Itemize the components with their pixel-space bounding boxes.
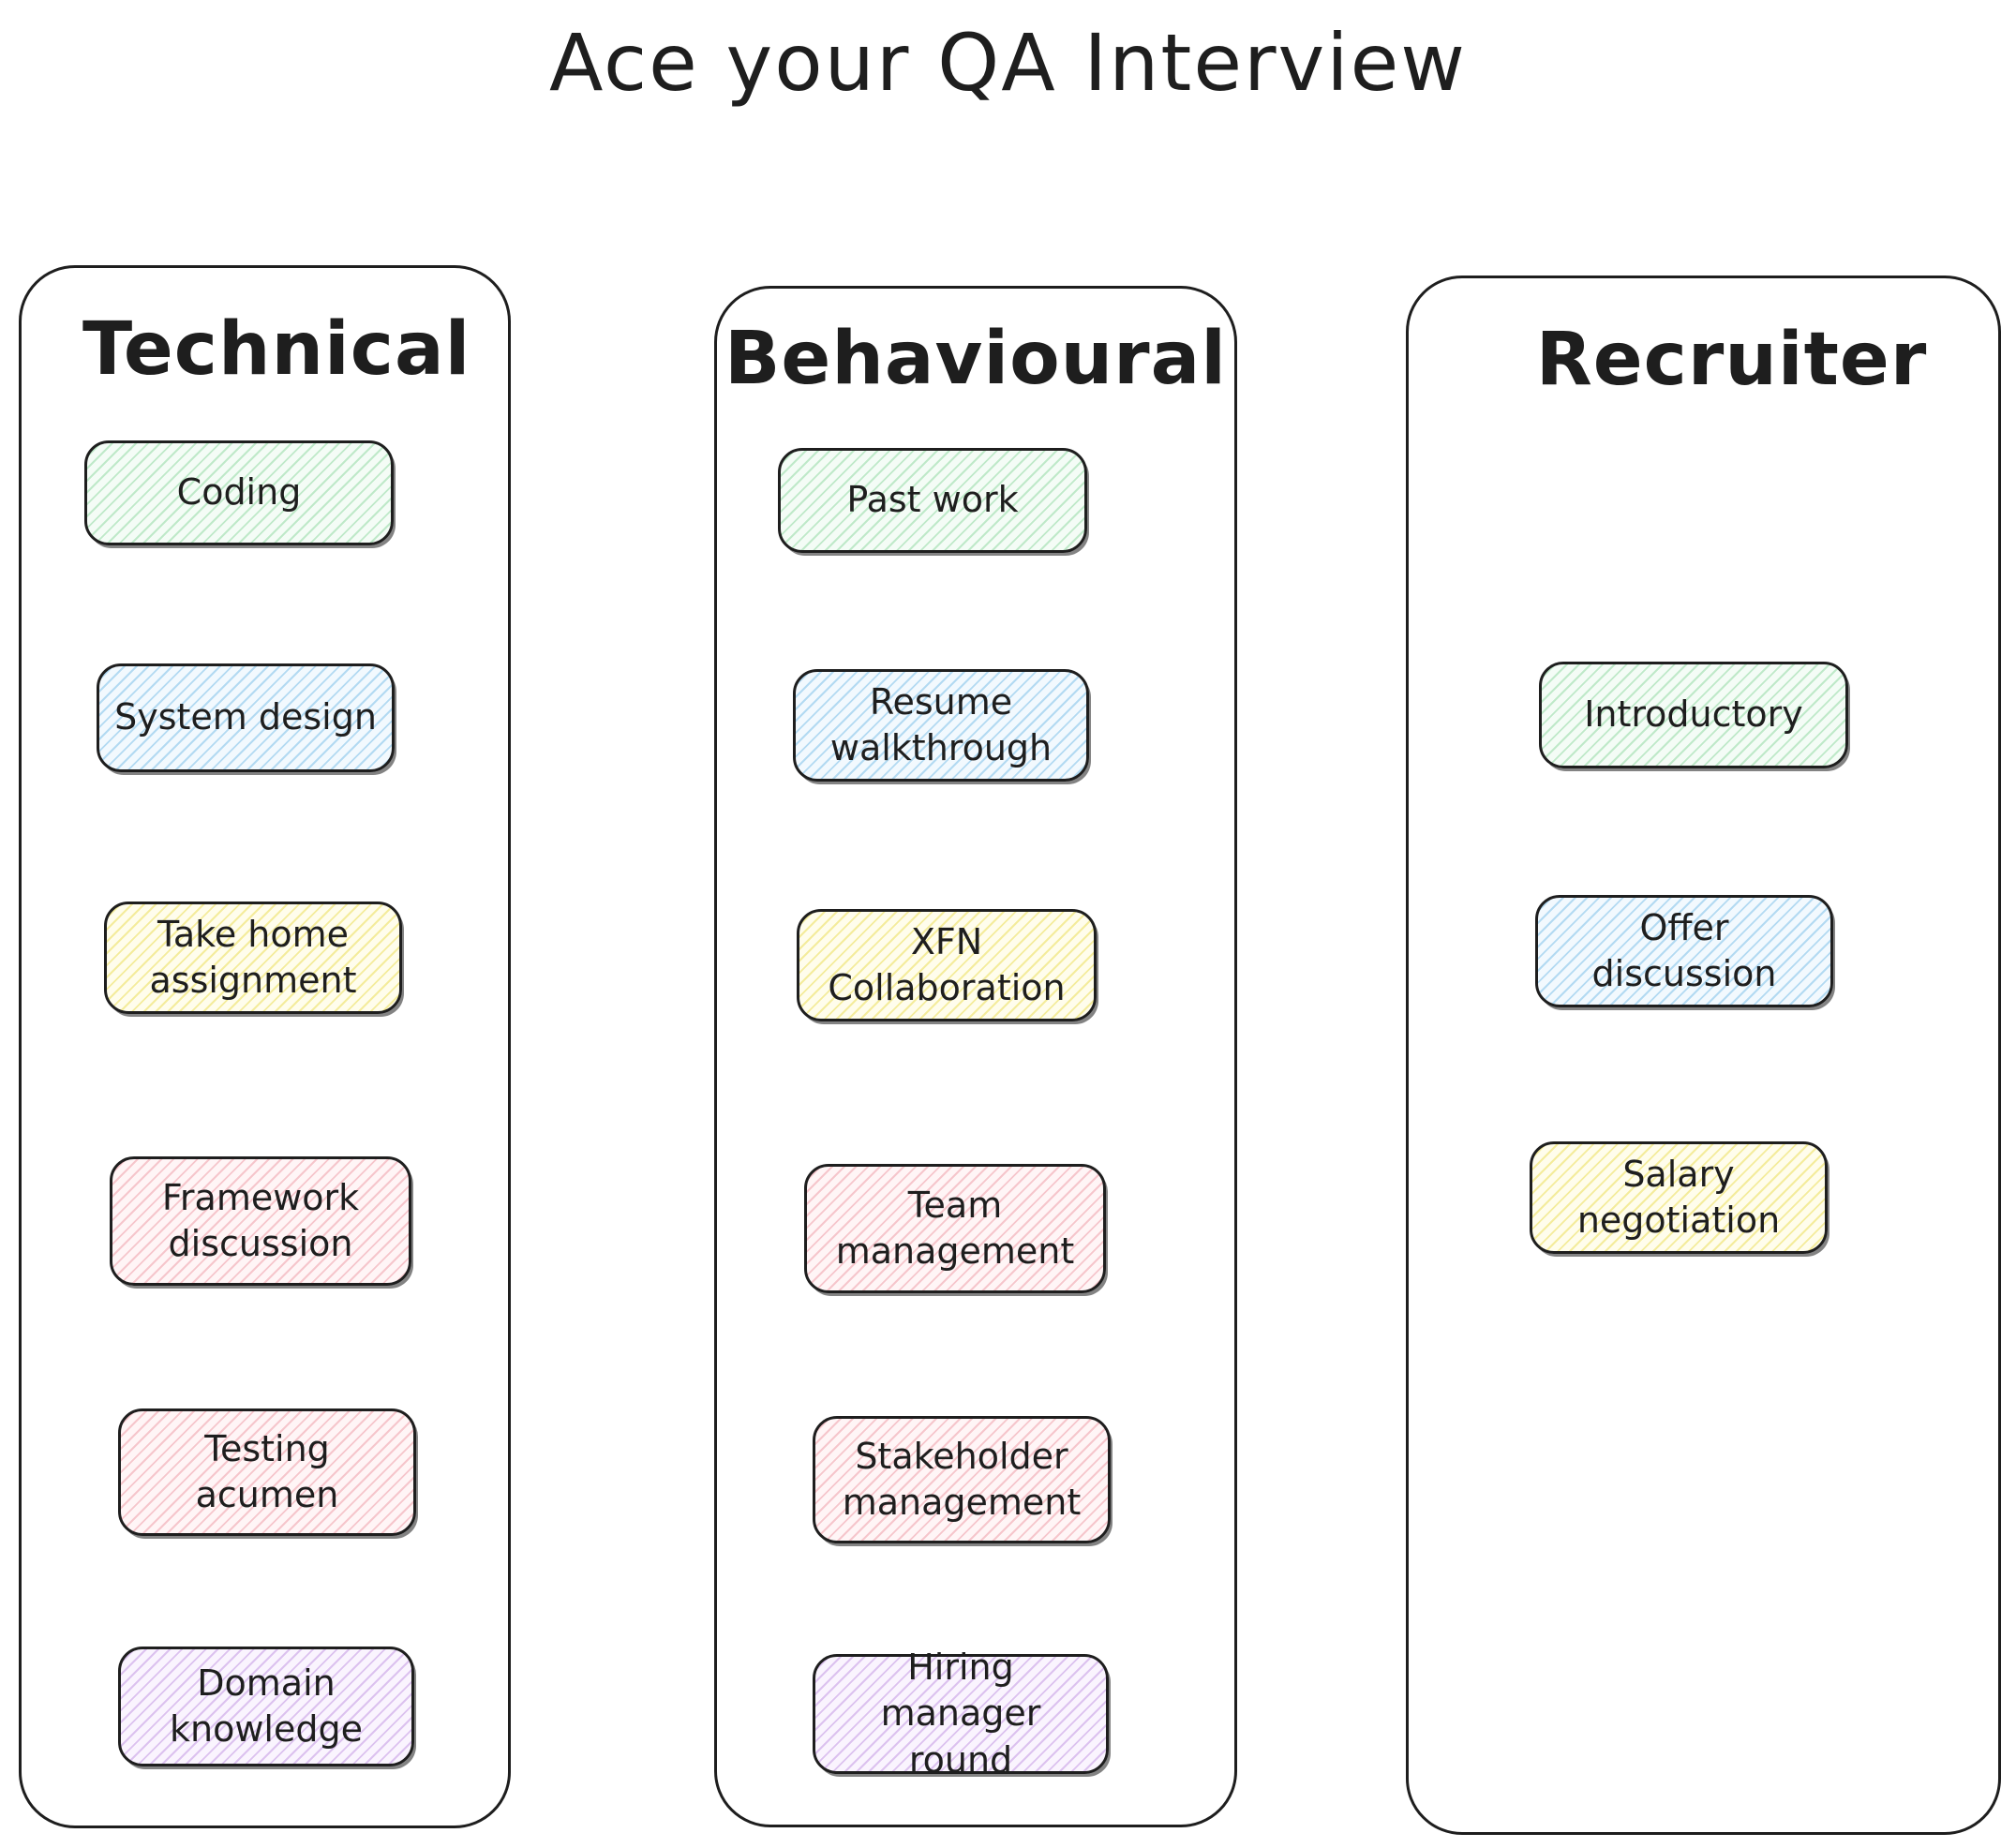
card-label: XFN Collaboration: [828, 920, 1066, 1008]
card-label: Testing acumen: [195, 1427, 339, 1515]
card-xfn-collaboration[interactable]: XFN Collaboration: [797, 909, 1097, 1021]
card-offer-discussion[interactable]: Offer discussion: [1535, 895, 1833, 1007]
card-introductory[interactable]: Introductory: [1539, 662, 1848, 768]
card-label: Hiring manager round: [880, 1646, 1041, 1781]
diagram-title: Ace your QA Interview: [548, 17, 1467, 109]
card-coding[interactable]: Coding: [84, 440, 394, 545]
card-stakeholder-management[interactable]: Stakeholder management: [813, 1416, 1111, 1543]
card-label: System design: [114, 696, 377, 738]
card-hiring-manager-round[interactable]: Hiring manager round: [813, 1647, 1109, 1781]
card-testing-acumen[interactable]: Testing acumen: [118, 1408, 416, 1536]
column-title-recruiter: Recruiter: [1535, 318, 1928, 402]
column-recruiter: Recruiter: [1406, 276, 2001, 1835]
card-team-management[interactable]: Team management: [804, 1164, 1106, 1293]
column-title-technical: Technical: [82, 307, 471, 392]
card-label: Stakeholder management: [842, 1435, 1082, 1523]
card-label: Team management: [835, 1184, 1075, 1272]
card-take-home-assignment[interactable]: Take home assignment: [104, 902, 402, 1014]
card-label: Domain knowledge: [170, 1662, 363, 1750]
card-label: Offer discussion: [1591, 906, 1777, 994]
card-label: Resume walkthrough: [829, 680, 1053, 768]
card-label: Past work: [846, 479, 1019, 521]
card-system-design[interactable]: System design: [97, 663, 395, 772]
card-past-work[interactable]: Past work: [778, 448, 1087, 553]
card-label: Take home assignment: [149, 913, 357, 1001]
column-title-behavioural: Behavioural: [724, 317, 1228, 401]
card-framework-discussion[interactable]: Framework discussion: [110, 1156, 411, 1286]
card-label: Coding: [176, 471, 302, 514]
card-label: Salary negotiation: [1576, 1153, 1781, 1241]
card-salary-negotiation[interactable]: Salary negotiation: [1530, 1141, 1828, 1254]
card-resume-walkthrough[interactable]: Resume walkthrough: [793, 669, 1089, 782]
card-domain-knowledge[interactable]: Domain knowledge: [118, 1647, 414, 1766]
card-label: Introductory: [1584, 693, 1803, 736]
card-label: Framework discussion: [161, 1176, 360, 1264]
